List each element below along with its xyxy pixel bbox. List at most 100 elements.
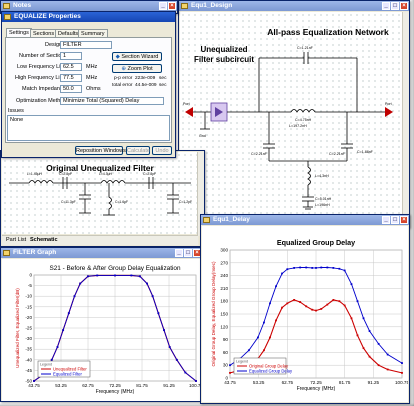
wizard-icon: ◆ — [115, 54, 120, 60]
data-point — [195, 380, 197, 382]
minimize-icon[interactable]: _ — [175, 249, 183, 257]
vertical-scrollbar[interactable] — [402, 12, 409, 228]
x-axis-label: Frequency (MHz) — [297, 386, 336, 392]
chart-title: S21 - Before & After Group Delay Equaliz… — [49, 265, 181, 272]
data-point — [362, 347, 365, 350]
section-wizard-button[interactable]: ◆ Section Wizard — [112, 52, 162, 61]
lc-label-5: C=1.88nF — [357, 150, 374, 154]
data-point — [332, 299, 335, 301]
close-icon[interactable]: × — [400, 2, 408, 10]
equalize-window[interactable]: EQUALIZE Properties Settings Sections De… — [1, 11, 176, 158]
issues-box: None — [7, 115, 170, 141]
y-tick-label: -35 — [25, 347, 32, 352]
x-tick-label: 43.75 — [224, 380, 236, 385]
data-point — [293, 299, 296, 301]
notes-window-title: Notes — [13, 2, 32, 9]
issues-label: Issues — [8, 108, 24, 114]
y-tick-label: 240 — [220, 273, 228, 278]
graph-icon — [3, 250, 10, 256]
data-point — [96, 274, 99, 277]
y-tick-label: -40 — [25, 357, 32, 362]
schematic-title: Original Unequalized Filter — [46, 163, 154, 173]
data-point — [56, 346, 59, 348]
vertical-scrollbar[interactable] — [197, 152, 204, 236]
y-tick-label: 150 — [220, 312, 228, 317]
design-select[interactable]: FILTER — [60, 41, 112, 49]
data-point — [368, 330, 371, 332]
equalize-window-titlebar[interactable]: EQUALIZE Properties — [2, 12, 175, 22]
design-window-title: Equ1_Design — [191, 2, 233, 9]
high-freq-input[interactable]: 77.5 — [60, 74, 82, 82]
original-filter-schematic: L=1.45μH C=2.8pF L=4.3μH C=2.8pF C=11.3p… — [9, 172, 192, 216]
notes-window-titlebar[interactable]: Notes _ × — [1, 1, 177, 11]
low-freq-unit: MHz — [86, 64, 98, 70]
design-window[interactable]: Equ1_Design _ □ × All-pass Equalization Ne… — [178, 0, 410, 228]
design-window-titlebar[interactable]: Equ1_Design _ □ × — [179, 1, 409, 11]
network-title: All-pass Equalization Network — [267, 27, 389, 37]
data-point — [130, 274, 133, 277]
data-point — [299, 301, 302, 303]
y-tick-label: 90 — [223, 337, 229, 342]
low-freq-input[interactable]: 62.5 — [60, 63, 82, 71]
y-tick-label: -30 — [25, 336, 32, 341]
filter-graph-window[interactable]: FILTER Graph _ □ × S21 - Before & After Gr… — [0, 247, 203, 402]
close-icon[interactable]: × — [168, 2, 176, 10]
maximize-icon[interactable]: □ — [184, 249, 192, 257]
schematic-canvas[interactable] — [2, 152, 198, 234]
x-axis-label: Frequency (MHz) — [96, 389, 135, 395]
tab-schematic[interactable]: Schematic — [30, 237, 58, 243]
close-icon[interactable]: × — [400, 216, 408, 224]
design-canvas[interactable] — [180, 12, 402, 221]
data-point — [138, 275, 141, 278]
data-point — [281, 272, 283, 275]
undo-button[interactable]: Undo — [152, 146, 172, 155]
opt-method-select[interactable]: Minimize Total (Squared) Delay — [60, 97, 164, 105]
data-point — [362, 317, 365, 320]
maximize-icon[interactable]: □ — [391, 216, 399, 224]
data-point — [269, 302, 271, 305]
subcircuit-label: Unequalized Filter subcircuit — [193, 45, 254, 64]
data-point — [326, 266, 329, 269]
total-error-value: 44.5e-009 — [135, 83, 157, 88]
data-point — [305, 305, 308, 308]
data-point — [368, 355, 371, 358]
minimize-icon[interactable]: _ — [382, 2, 390, 10]
minimize-icon[interactable]: _ — [159, 2, 167, 10]
lc-label-2: L=197.2nH — [289, 124, 307, 128]
delay-window[interactable]: Equ1_Delay _ □ × Equalized Group Delay 43.7… — [200, 214, 410, 404]
delay-window-titlebar[interactable]: Equ1_Delay _ □ × — [201, 215, 409, 225]
zoom-plot-button[interactable]: ⊕ Zoom Plot — [112, 64, 162, 73]
pp-error-label: p-p error — [114, 76, 133, 81]
sections-input[interactable]: 1 — [60, 52, 82, 60]
equalize-icon — [4, 14, 11, 20]
calculate-button[interactable]: Calculate — [126, 146, 150, 155]
impedance-input[interactable]: 50.0 — [60, 85, 82, 93]
data-point — [343, 304, 346, 307]
filter-graph-titlebar[interactable]: FILTER Graph _ □ × — [1, 248, 202, 258]
schem-label-0: L=1.45μH — [27, 172, 42, 176]
x-tick-label: 81.75 — [136, 383, 148, 388]
impedance-label: Match Impedance — [22, 86, 66, 92]
schem-label-4: C=11.3pF — [61, 200, 76, 204]
data-point — [229, 371, 231, 374]
schem-label-5: C=1.6pF — [115, 200, 128, 204]
data-point — [299, 266, 302, 269]
schematic-window[interactable]: Original Unequalized Filter L — [0, 150, 205, 247]
data-point — [73, 295, 76, 298]
data-point — [356, 300, 359, 303]
maximize-icon[interactable]: □ — [391, 2, 399, 10]
y-tick-label: 30 — [223, 363, 229, 368]
reposition-windows-button[interactable]: Reposition Windows — [75, 146, 126, 155]
x-tick-label: 72.25 — [310, 380, 322, 385]
data-point — [311, 308, 314, 311]
tab-part-list[interactable]: Part List — [6, 237, 27, 243]
legend-title: Legend — [236, 359, 248, 363]
data-point — [275, 319, 277, 322]
schem-label-6: C=1.2pF — [179, 200, 192, 204]
notes-icon — [3, 3, 10, 9]
tab-summary[interactable]: Summary — [78, 29, 108, 38]
data-point — [281, 306, 283, 309]
schem-label-3: C=2.8pF — [143, 172, 156, 176]
x-tick-label: 91.25 — [163, 383, 175, 388]
minimize-icon[interactable]: _ — [382, 216, 390, 224]
